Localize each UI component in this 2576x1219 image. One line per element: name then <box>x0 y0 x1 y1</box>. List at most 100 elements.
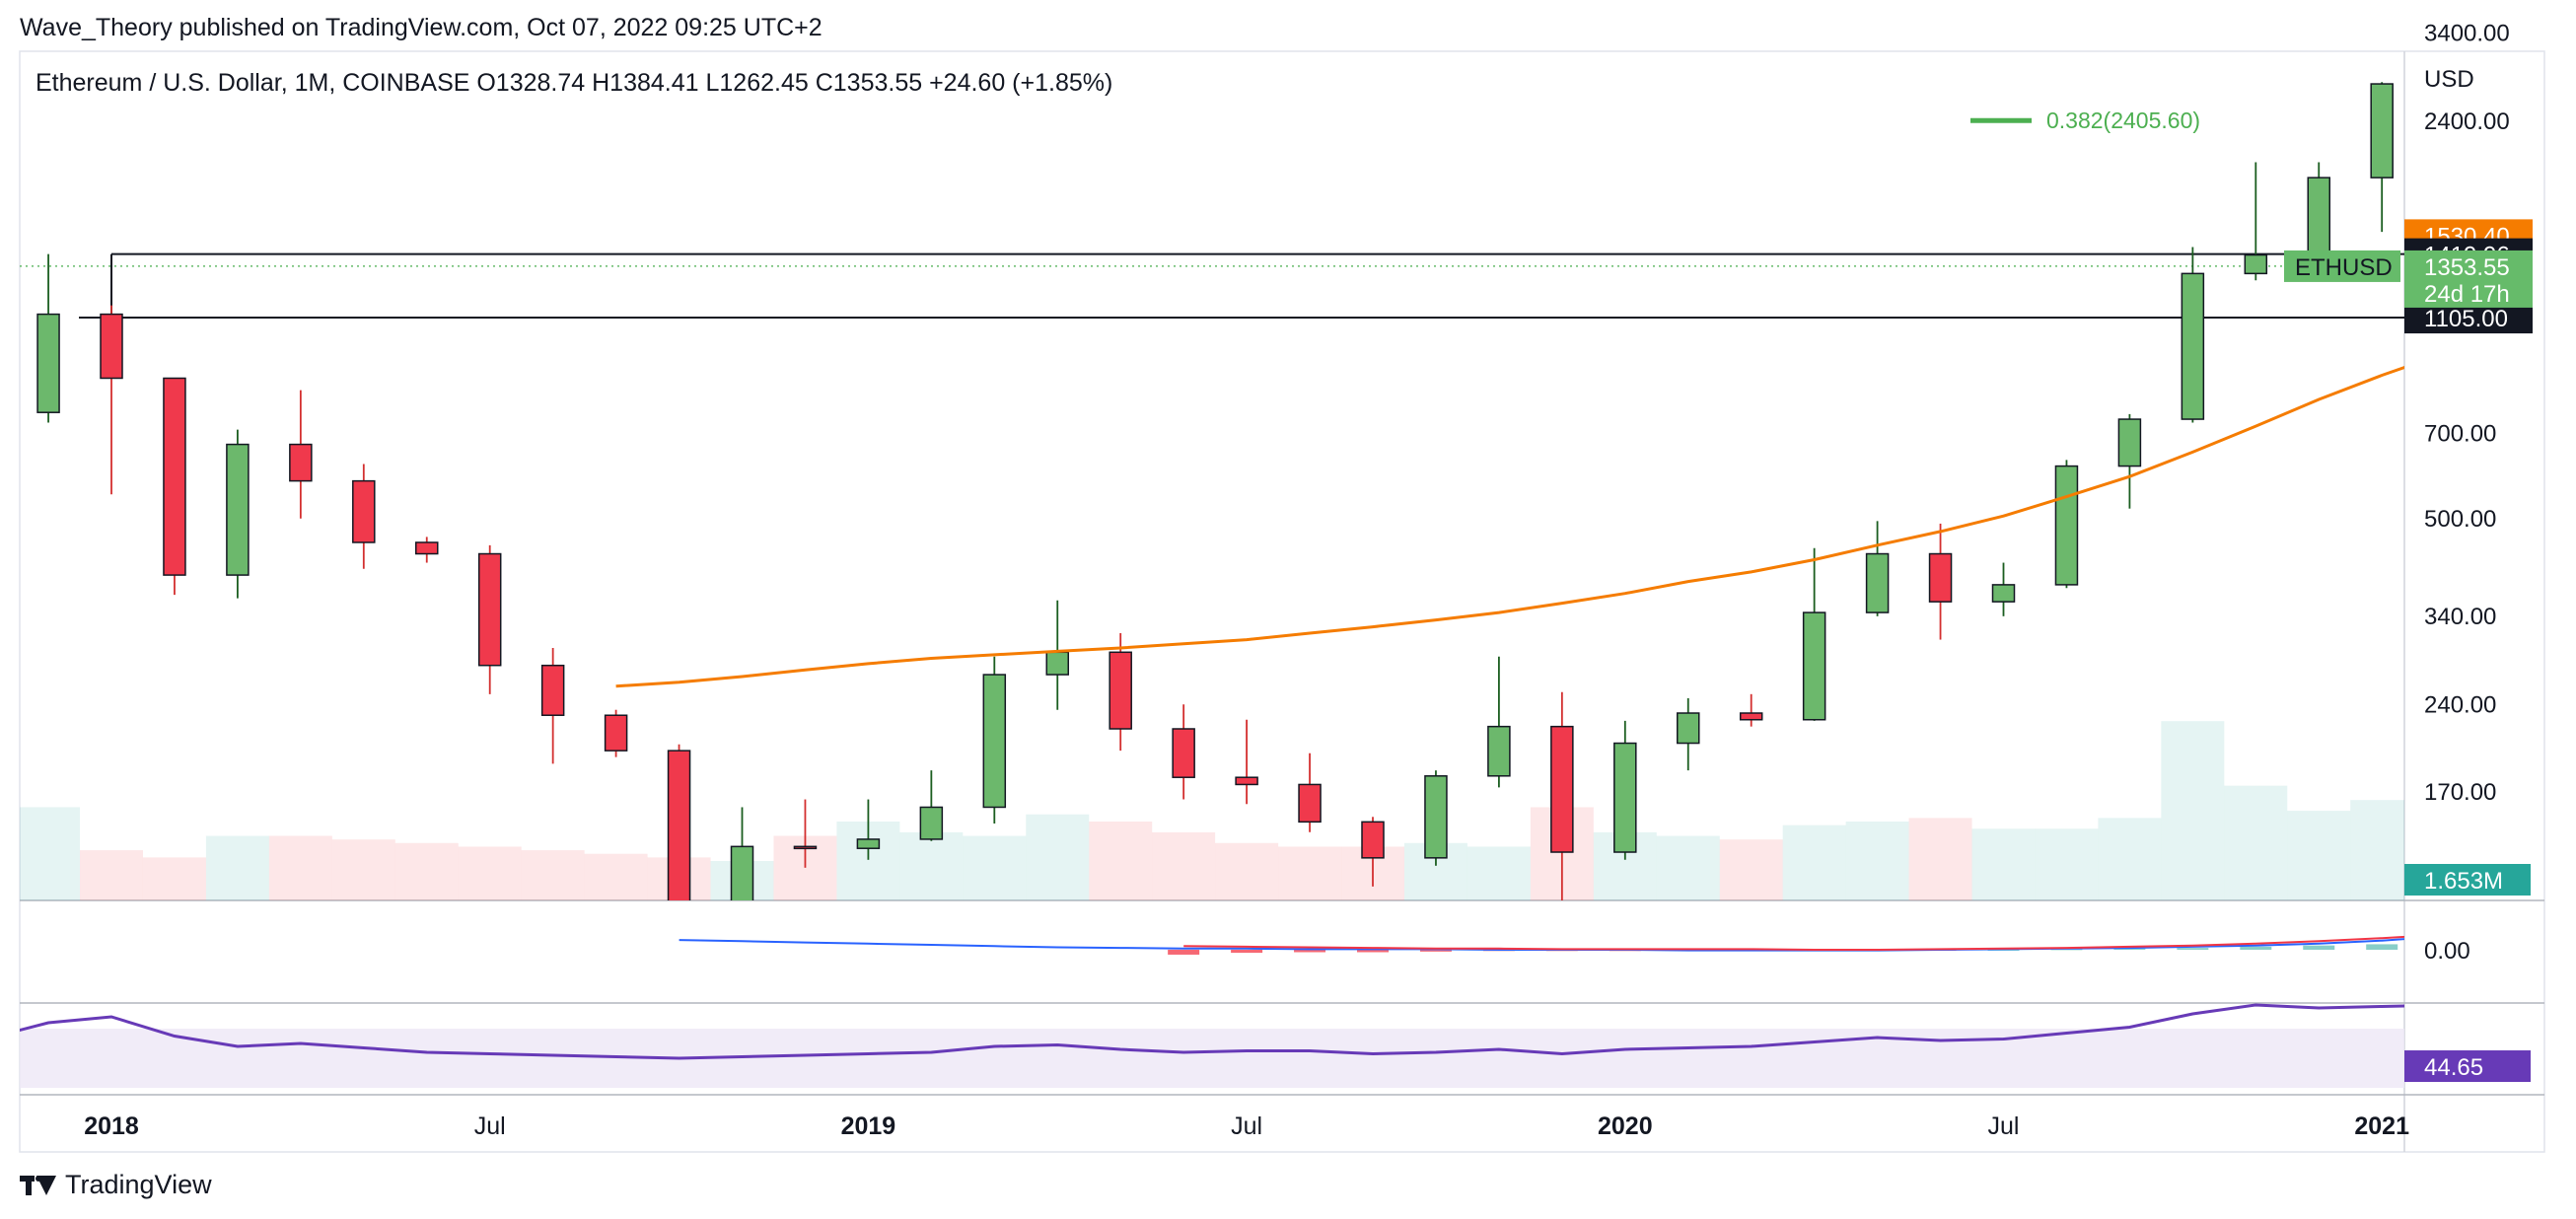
candle-body <box>1802 611 1826 721</box>
candle-body <box>1550 725 1574 853</box>
macd-histogram-bar <box>2177 948 2209 950</box>
macd-histogram-bar <box>1987 950 2020 951</box>
volume-bar <box>2035 828 2099 900</box>
volume-bar <box>1908 818 1972 900</box>
candle-body <box>982 674 1007 809</box>
x-tick-label: 2021 <box>2354 1112 2409 1140</box>
fib-label: 0.618(3348.13) <box>2046 20 2200 45</box>
volume-bar <box>142 857 206 900</box>
x-tick-label: 2020 <box>1598 1112 1653 1140</box>
volume-tag-label: 1.653M <box>2424 868 2503 895</box>
macd-signal-line <box>1183 935 2404 951</box>
macd-histogram-bar <box>1419 950 1452 952</box>
price-tick-label: 170.00 <box>2424 779 2496 806</box>
main-pane: 0.65(3475.93)0.618(3348.13) 0.382(2405.60… <box>0 3 2576 900</box>
symbol-info: Ethereum / U.S. Dollar, 1M, COINBASE O13… <box>36 69 1113 97</box>
candle-body <box>2370 83 2394 179</box>
volume-bar <box>521 850 585 900</box>
volume-bar <box>1971 828 2036 900</box>
macd-histogram-bar <box>1231 950 1263 954</box>
chart-frame <box>19 50 2545 1153</box>
candle-body <box>2244 253 2268 275</box>
candle-body <box>415 541 439 555</box>
volume-bar <box>1782 825 1846 900</box>
candle-body <box>540 664 565 716</box>
candle-body <box>289 443 313 482</box>
rsi-pane <box>20 1003 2404 1088</box>
candle-body <box>2560 108 2576 129</box>
price-tick-label: 240.00 <box>2424 691 2496 718</box>
price-tick-label: 700.00 <box>2424 420 2496 447</box>
candle-body <box>1865 552 1890 613</box>
candle-body <box>1739 712 1763 721</box>
volume-bar <box>963 835 1027 900</box>
volume-bar <box>899 831 964 900</box>
macd-histogram-bar <box>2555 940 2576 950</box>
volume-bar <box>1026 814 1090 900</box>
candle-body <box>793 845 818 850</box>
tradingview-logo-icon <box>20 1175 56 1195</box>
volume-bar <box>458 846 522 900</box>
volume-bar <box>80 850 143 900</box>
candle-body <box>1109 651 1132 730</box>
brand-name: TradingView <box>65 1170 212 1199</box>
rsi-band <box>20 1029 2404 1088</box>
volume-bar <box>331 839 395 900</box>
macd-histogram-bar <box>2303 945 2335 950</box>
volume-bar <box>1215 842 1279 900</box>
candle-body <box>856 838 881 849</box>
volume-tag <box>2404 864 2531 896</box>
candle-body <box>667 750 691 900</box>
candle-body <box>1613 742 1637 853</box>
volume-bar <box>268 835 332 900</box>
candle-body <box>1172 728 1195 778</box>
volume-bar <box>584 853 648 900</box>
volume-bar <box>205 835 269 900</box>
volume-bar <box>1278 846 1342 900</box>
publisher-line: Wave_Theory published on TradingView.com… <box>20 14 823 41</box>
candle-body <box>36 313 60 413</box>
candle-body <box>1298 783 1322 824</box>
symbol-tag-label: ETHUSD <box>2295 254 2393 281</box>
tradingview-brand[interactable]: TradingView <box>20 1170 212 1200</box>
rsi-tag-label: 44.65 <box>2424 1054 2483 1081</box>
candle-body <box>604 714 628 752</box>
candle-body <box>2054 465 2079 586</box>
candle-body <box>1424 775 1448 859</box>
candle-body <box>1487 725 1511 777</box>
candle-body <box>1235 776 1258 786</box>
candle-body <box>100 313 123 380</box>
macd-histogram-bar <box>2050 949 2083 951</box>
candle-body <box>1928 552 1953 603</box>
volume-bar <box>2350 800 2404 900</box>
fib-label: 0.65(3475.93) <box>2046 3 2187 29</box>
symbol-tag <box>2284 250 2400 282</box>
x-tick-label: 2019 <box>841 1112 896 1140</box>
macd-pane <box>679 935 2576 955</box>
volume-bar <box>0 828 17 900</box>
x-tick-label: Jul <box>474 1112 506 1140</box>
macd-histogram-bar <box>1168 950 1200 955</box>
x-tick-label: Jul <box>1988 1112 2020 1140</box>
volume-bar <box>2287 811 2351 900</box>
macd-histogram-bar <box>2492 942 2524 950</box>
volume-bar <box>1656 835 1720 900</box>
candle-body <box>1677 712 1700 745</box>
x-tick-label: Jul <box>1231 1112 1262 1140</box>
x-tick-label: 2018 <box>84 1112 139 1140</box>
macd-histogram-bar <box>1294 950 1326 953</box>
moving-average-line <box>615 365 2404 688</box>
macd-histogram-bar <box>2240 946 2272 950</box>
macd-histogram-bar <box>1357 950 1389 953</box>
support-tag-label: 1105.00 <box>2424 306 2508 332</box>
volume-bar <box>20 807 81 900</box>
macd-histogram-bar <box>2366 944 2398 950</box>
macd-histogram-bar <box>2113 948 2146 950</box>
macd-zero-label: 0.00 <box>2424 938 2470 965</box>
price-tick-label: 340.00 <box>2424 604 2496 630</box>
volume-bar <box>1845 822 1909 900</box>
macd-line <box>679 938 2404 952</box>
price-tick-label: 2400.00 <box>2424 108 2510 135</box>
